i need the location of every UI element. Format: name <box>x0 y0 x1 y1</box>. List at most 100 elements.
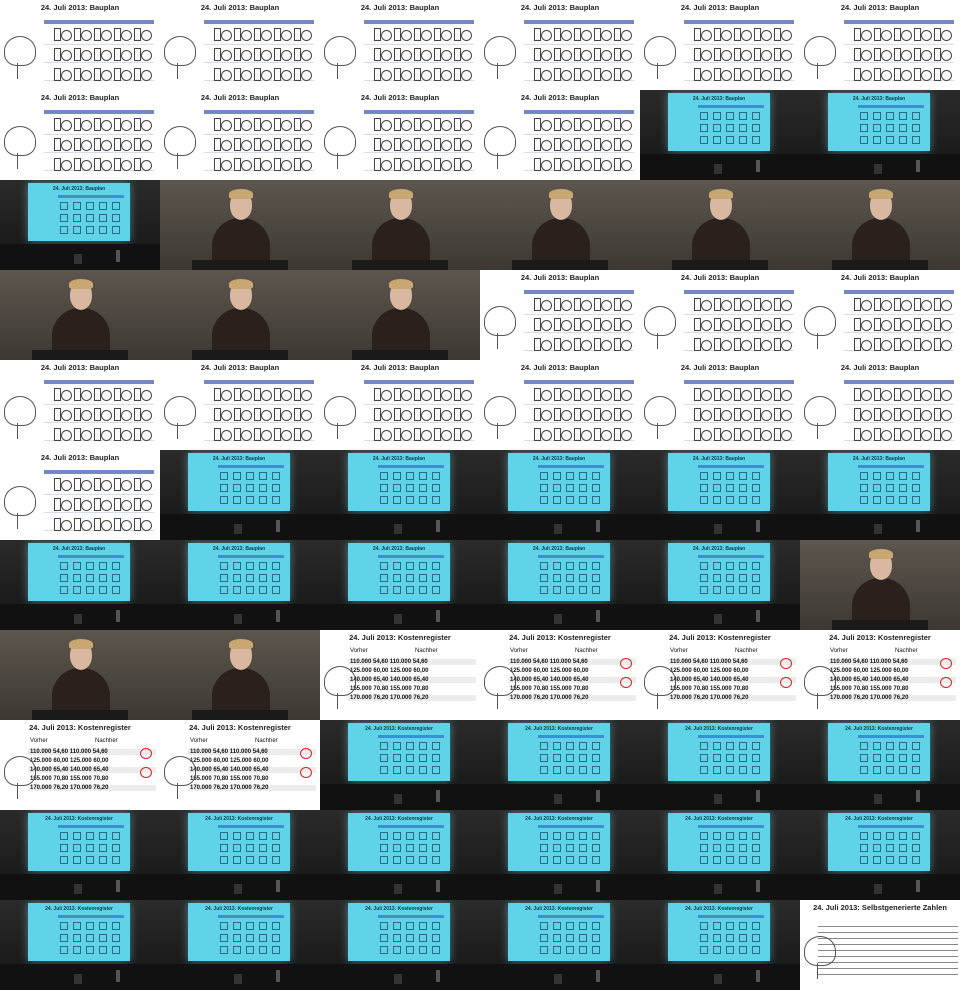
blueprint-circle-icon <box>221 70 232 81</box>
row-band <box>508 659 636 665</box>
projected-header-bar <box>218 825 284 828</box>
slide-title: 24. Juli 2013: Bauplan <box>200 363 280 372</box>
projected-content-mark <box>700 472 708 480</box>
blueprint-circle-icon <box>81 30 92 41</box>
speaker-box <box>596 880 600 892</box>
blueprint-piece-icon <box>294 28 301 41</box>
slide-title: 24. Juli 2013: Selbstgenerierte Zahlen <box>813 903 947 912</box>
projected-content-mark <box>713 946 721 954</box>
projected-content-mark <box>700 124 708 132</box>
speaker-box <box>276 970 280 982</box>
blueprint-circle-icon <box>861 410 872 421</box>
blueprint-piece-icon <box>914 408 921 421</box>
blueprint-piece-icon <box>134 68 141 81</box>
blueprint-circle-icon <box>741 340 752 351</box>
slide-title: 24. Juli 2013: Bauplan <box>200 93 280 102</box>
blueprint-circle-icon <box>701 430 712 441</box>
projected-content-mark <box>233 472 241 480</box>
video-frame-thumbnail: 24. Juli 2013: Bauplan <box>0 180 160 270</box>
projected-content-mark <box>233 832 241 840</box>
blueprint-circle-icon <box>121 120 132 131</box>
projected-content-mark <box>99 946 107 954</box>
table-divider <box>364 62 474 63</box>
podium <box>234 974 242 984</box>
blueprint-piece-icon <box>914 28 921 41</box>
projected-content-mark <box>700 496 708 504</box>
projected-content-mark <box>419 766 427 774</box>
blueprint-circle-icon <box>441 390 452 401</box>
projected-content-mark <box>700 136 708 144</box>
projected-content-mark <box>899 844 907 852</box>
projected-content-mark <box>912 484 920 492</box>
projected-content-mark <box>272 574 280 582</box>
blueprint-circle-icon <box>101 520 112 531</box>
projected-content-mark <box>419 856 427 864</box>
video-frame-thumbnail: 24. Juli 2013: Bauplan <box>320 540 480 630</box>
blueprint-piece-icon <box>554 158 561 171</box>
column-header-after: Nachher <box>575 648 598 654</box>
blueprint-piece-icon <box>874 298 881 311</box>
blueprint-circle-icon <box>141 500 152 511</box>
blueprint-piece-icon <box>74 68 81 81</box>
blueprint-piece-icon <box>414 428 421 441</box>
blueprint-piece-icon <box>234 68 241 81</box>
projected-content-mark <box>246 484 254 492</box>
blueprint-piece-icon <box>614 158 621 171</box>
table-divider <box>684 314 794 315</box>
blueprint-circle-icon <box>261 140 272 151</box>
blueprint-piece-icon <box>254 408 261 421</box>
cost-row: 170.000 76,20 170.000 76,20 <box>510 695 589 701</box>
blueprint-piece-icon <box>934 428 941 441</box>
row-band <box>828 659 956 665</box>
blueprint-circle-icon <box>541 160 552 171</box>
blueprint-piece-icon <box>94 158 101 171</box>
projected-content-mark <box>553 922 561 930</box>
blueprint-circle-icon <box>861 300 872 311</box>
projected-content-mark <box>419 472 427 480</box>
projected-content-mark <box>233 562 241 570</box>
blueprint-circle-icon <box>61 430 72 441</box>
blueprint-circle-icon <box>141 50 152 61</box>
blueprint-piece-icon <box>374 388 381 401</box>
blueprint-piece-icon <box>714 428 721 441</box>
video-frame-thumbnail: 24. Juli 2013: Kostenregister <box>320 900 480 990</box>
projected-content-mark <box>432 484 440 492</box>
blueprint-circle-icon <box>561 160 572 171</box>
blueprint-circle-icon <box>401 160 412 171</box>
projected-content-mark <box>419 832 427 840</box>
blueprint-piece-icon <box>54 48 61 61</box>
blueprint-piece-icon <box>694 338 701 351</box>
video-frame-thumbnail: 24. Juli 2013: Bauplan <box>480 360 640 450</box>
red-highlight-circle <box>620 658 632 669</box>
blueprint-circle-icon <box>381 140 392 151</box>
row-band <box>668 695 796 701</box>
projected-content-mark <box>553 496 561 504</box>
slide-title: 24. Juli 2013: Bauplan <box>520 93 600 102</box>
projected-slide-title: 24. Juli 2013: Bauplan <box>692 456 746 462</box>
projected-content-mark <box>86 934 94 942</box>
projected-content-mark <box>406 586 414 594</box>
blueprint-piece-icon <box>574 138 581 151</box>
projected-slide-title: 24. Juli 2013: Kostenregister <box>365 816 433 822</box>
blueprint-piece-icon <box>434 138 441 151</box>
blueprint-piece-icon <box>374 138 381 151</box>
stick-figure-drawing <box>4 486 36 529</box>
stick-figure-drawing <box>484 126 516 169</box>
projected-content-mark <box>739 754 747 762</box>
projected-content-mark <box>752 574 760 582</box>
projected-content-mark <box>540 496 548 504</box>
slide-title: 24. Juli 2013: Bauplan <box>520 3 600 12</box>
projected-content-mark <box>380 922 388 930</box>
projected-content-mark <box>553 946 561 954</box>
projected-content-mark <box>579 922 587 930</box>
row-band <box>188 785 316 791</box>
blueprint-circle-icon <box>601 160 612 171</box>
blueprint-piece-icon <box>74 158 81 171</box>
blueprint-circle-icon <box>81 120 92 131</box>
projected-content-mark <box>233 574 241 582</box>
projected-content-mark <box>566 766 574 774</box>
blueprint-piece-icon <box>214 118 221 131</box>
blueprint-circle-icon <box>561 390 572 401</box>
blueprint-circle-icon <box>381 50 392 61</box>
number-row <box>818 962 958 963</box>
